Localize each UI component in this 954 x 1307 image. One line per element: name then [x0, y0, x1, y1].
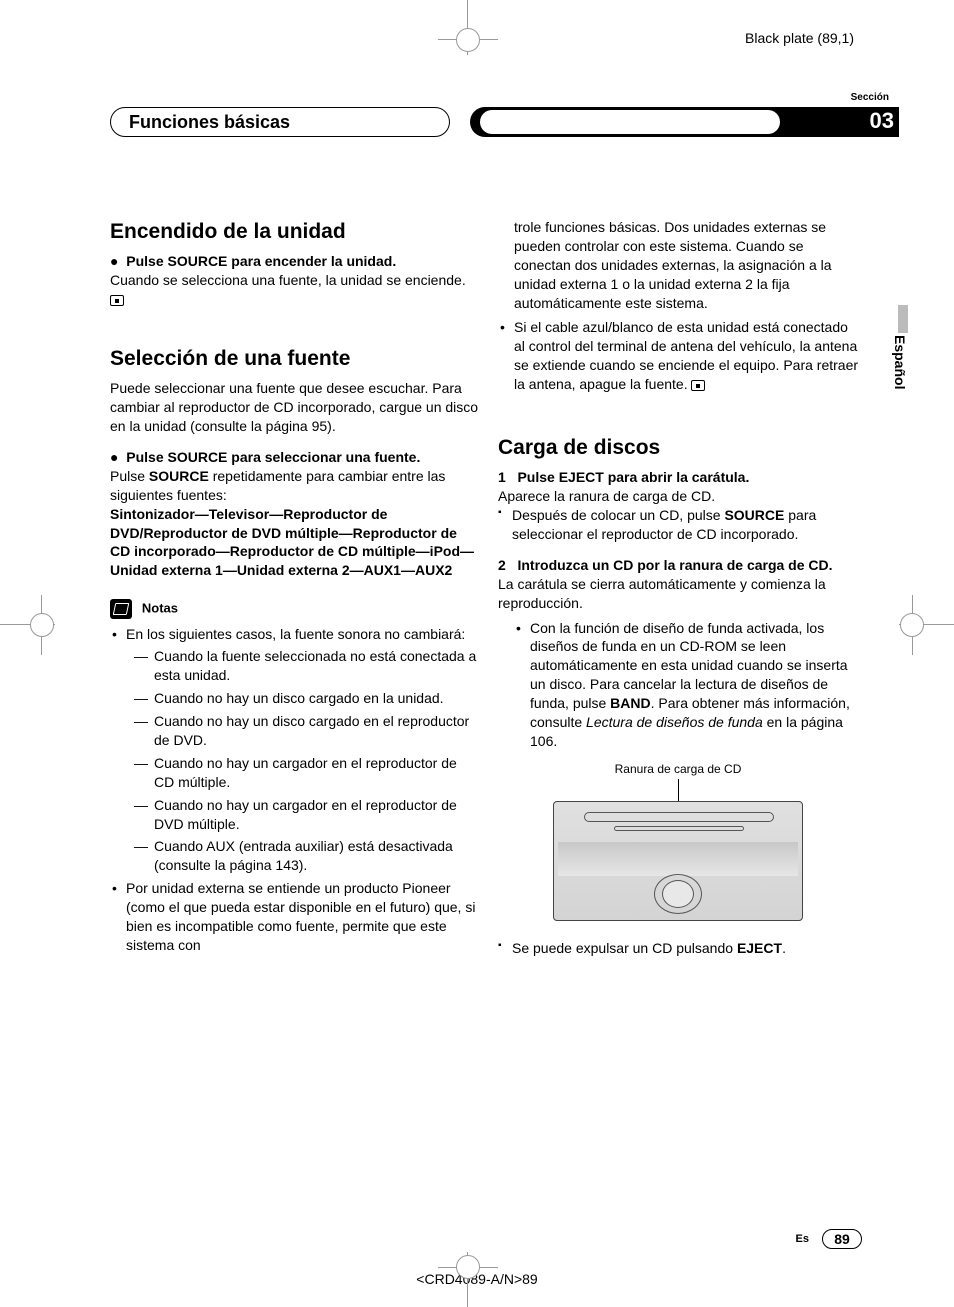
heading-encendido: Encendido de la unidad — [110, 218, 480, 246]
crop-mark — [456, 28, 480, 52]
intro-text: Puede seleccionar una fuente que desee e… — [110, 379, 480, 436]
square-item: Después de colocar un CD, pulse SOURCE p… — [498, 506, 858, 544]
device-panel — [558, 842, 798, 876]
step-bold: Pulse SOURCE para seleccionar una fuente… — [126, 449, 420, 465]
notes-list: En los siguientes casos, la fuente sonor… — [110, 625, 480, 955]
stop-icon — [691, 380, 705, 391]
body-text: La carátula se cierra automáticamente y … — [498, 575, 858, 613]
notes-label: Notas — [142, 601, 178, 616]
dash-item: Cuando no hay un cargador en el reproduc… — [126, 796, 480, 834]
left-column: Encendido de la unidad ● Pulse SOURCE pa… — [110, 218, 480, 959]
heading-seleccion: Selección de una fuente — [110, 345, 480, 373]
step-text: 2 Introduzca un CD por la ranura de carg… — [498, 556, 858, 575]
note-continuation: trole funciones básicas. Dos unidades ex… — [498, 218, 858, 312]
figure-caption: Ranura de carga de CD — [498, 761, 858, 777]
dash-item: Cuando AUX (entrada auxiliar) está desac… — [126, 837, 480, 875]
sources-list: Sintonizador—Televisor—Reproductor de DV… — [110, 505, 480, 581]
side-tab-language: Español — [892, 335, 908, 389]
cd-slot-outer — [584, 812, 774, 822]
step-text: ● Pulse SOURCE para encender la unidad. — [110, 252, 480, 271]
cd-slot-inner — [614, 826, 744, 831]
device-knob — [662, 880, 694, 908]
dash-item: Cuando no hay un cargador en el reproduc… — [126, 754, 480, 792]
note-item: Por unidad externa se entiende un produc… — [110, 879, 480, 955]
body-text: Aparece la ranura de carga de CD. — [498, 487, 858, 506]
notes-icon — [110, 599, 132, 619]
notes-header: Notas — [110, 598, 480, 618]
step-bold: Pulse SOURCE para encender la unidad. — [126, 253, 396, 269]
right-column: trole funciones básicas. Dos unidades ex… — [498, 218, 858, 962]
plate-label: Black plate (89,1) — [745, 30, 854, 46]
step-text: ● Pulse SOURCE para seleccionar una fuen… — [110, 448, 480, 467]
header-title-pill: Funciones básicas — [110, 107, 450, 137]
square-item: Se puede expulsar un CD pulsando EJECT. — [498, 939, 858, 958]
bullet-item: Con la función de diseño de funda activa… — [514, 619, 858, 751]
step-text: 1 Pulse EJECT para abrir la carátula. — [498, 468, 858, 487]
device-illustration — [553, 801, 803, 921]
body-text: Pulse SOURCE repetidamente para cambiar … — [110, 467, 480, 505]
crop-mark — [900, 613, 924, 637]
notes-list: Si el cable azul/blanco de esta unidad e… — [498, 318, 858, 394]
crop-mark — [456, 1255, 480, 1279]
step-bold: Introduzca un CD por la ranura de carga … — [517, 557, 832, 573]
crop-mark — [30, 613, 54, 637]
footer-language: Es — [796, 1233, 809, 1245]
section-label: Sección — [851, 92, 889, 103]
dash-list: Cuando la fuente seleccionada no está co… — [126, 647, 480, 875]
manual-page: Black plate (89,1) Sección Funciones bás… — [0, 0, 954, 1307]
heading-carga: Carga de discos — [498, 434, 858, 462]
bullet-list: Con la función de diseño de funda activa… — [498, 619, 858, 751]
square-list: Se puede expulsar un CD pulsando EJECT. — [498, 939, 858, 958]
note-item: Si el cable azul/blanco de esta unidad e… — [498, 318, 858, 394]
figure-pointer — [678, 779, 679, 801]
header-title: Funciones básicas — [129, 112, 290, 133]
figure: Ranura de carga de CD — [498, 761, 858, 921]
stop-icon — [110, 295, 124, 306]
footer-page-number: 89 — [822, 1229, 862, 1249]
header-white-pill — [480, 110, 780, 134]
dash-item: Cuando no hay un disco cargado en el rep… — [126, 712, 480, 750]
body-text: Cuando se selecciona una fuente, la unid… — [110, 271, 480, 309]
side-tab-marker — [898, 305, 908, 333]
dash-item: Cuando la fuente seleccionada no está co… — [126, 647, 480, 685]
dash-item: Cuando no hay un disco cargado en la uni… — [126, 689, 480, 708]
section-number: 03 — [870, 108, 894, 134]
step-bold: Pulse EJECT para abrir la carátula. — [517, 469, 749, 485]
note-item: En los siguientes casos, la fuente sonor… — [110, 625, 480, 876]
square-list: Después de colocar un CD, pulse SOURCE p… — [498, 506, 858, 544]
